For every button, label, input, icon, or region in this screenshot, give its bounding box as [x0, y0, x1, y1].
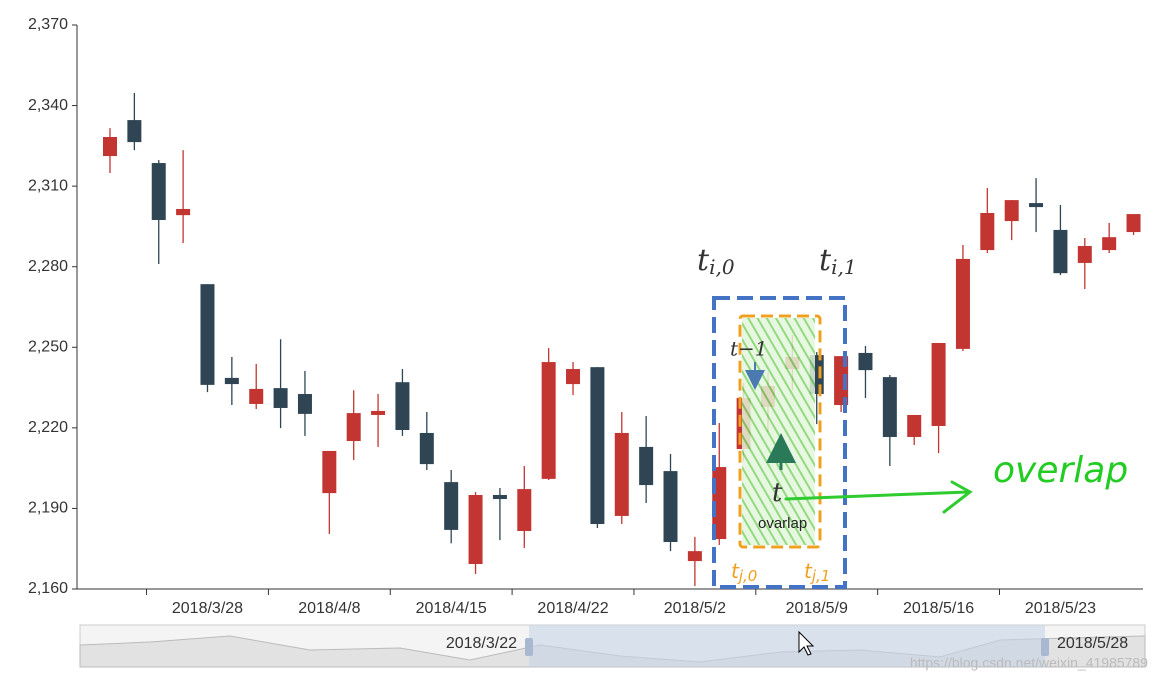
candle-body — [931, 342, 946, 426]
overlap-arrow — [784, 480, 973, 514]
y-tick-label: 2,250 — [28, 339, 68, 356]
candle-body — [371, 410, 386, 415]
candle-body — [614, 432, 629, 516]
candle-body — [882, 377, 897, 437]
y-tick-label: 2,340 — [28, 97, 68, 114]
datazoom-end: 2018/5/28 — [1057, 635, 1128, 652]
candle-body — [444, 482, 459, 530]
candle-body — [297, 394, 312, 414]
candle-body — [858, 352, 873, 371]
candle-body — [639, 446, 654, 486]
inner-mark: t−1 — [730, 337, 768, 361]
candle-body — [1029, 203, 1044, 208]
candle-body — [103, 136, 117, 157]
candle-body — [1102, 237, 1117, 251]
candle-body — [200, 284, 215, 385]
watermark: https://blog.csdn.net/weixin_41985789 — [910, 655, 1148, 671]
candle-body — [1126, 214, 1141, 233]
y-tick-label: 2,220 — [28, 419, 68, 436]
x-tick-label: 2018/5/2 — [664, 600, 726, 617]
x-tick-label: 2018/4/8 — [298, 600, 360, 617]
candle-body — [127, 120, 142, 143]
datazoom-start: 2018/3/22 — [446, 635, 517, 652]
candle-body — [322, 450, 337, 494]
overlap-hatch — [742, 318, 815, 545]
candle-body — [663, 471, 678, 542]
window-i — [712, 296, 847, 589]
datazoom-handle[interactable] — [1041, 638, 1049, 656]
cursor — [798, 630, 815, 656]
candle-body — [955, 258, 970, 349]
time-mark: ti,1 — [819, 243, 857, 279]
datazoom-handle[interactable] — [525, 638, 533, 656]
candle-body — [249, 388, 264, 404]
y-tick-label: 2,190 — [28, 500, 68, 517]
x-tick-label: 2018/5/9 — [786, 600, 848, 617]
candle-body — [1004, 200, 1019, 222]
window-j — [738, 314, 822, 549]
bottom-mark: tj,0 — [731, 559, 757, 585]
candle-body — [224, 377, 239, 385]
candle-body — [517, 489, 532, 531]
y-tick-label: 2,310 — [28, 177, 68, 194]
inner-mark: t — [772, 478, 783, 508]
bottom-mark: tj,1 — [804, 559, 830, 585]
candle-body — [273, 388, 288, 408]
x-tick-label: 2018/4/22 — [537, 600, 608, 617]
overlap-label: overlap — [993, 450, 1128, 491]
candle-body — [541, 362, 556, 479]
candle-body — [566, 369, 581, 385]
candle-body — [687, 551, 702, 562]
candle-body — [834, 356, 849, 406]
time-mark: ti,0 — [697, 243, 735, 279]
candle-body — [468, 495, 483, 565]
x-tick-label: 2018/5/16 — [903, 600, 974, 617]
candle-body — [907, 414, 922, 437]
x-tick-label: 2018/5/23 — [1025, 600, 1096, 617]
candle-body — [151, 163, 166, 220]
y-tick-label: 2,370 — [28, 16, 68, 33]
candle-body — [346, 413, 361, 442]
candle-body — [1053, 229, 1068, 274]
candle-body — [590, 367, 605, 525]
x-tick-label: 2018/3/28 — [172, 600, 243, 617]
y-tick-label: 2,280 — [28, 258, 68, 275]
x-tick-label: 2018/4/15 — [416, 600, 487, 617]
candle-body — [176, 208, 191, 216]
y-tick-label: 2,160 — [28, 580, 68, 597]
candle-body — [980, 213, 995, 251]
candle-body — [1077, 246, 1092, 263]
inner-label: ovarlap — [758, 515, 807, 532]
candle-body — [395, 382, 410, 431]
candle-body — [492, 495, 507, 500]
candle-body — [419, 432, 434, 465]
datazoom-window[interactable] — [529, 625, 1045, 667]
